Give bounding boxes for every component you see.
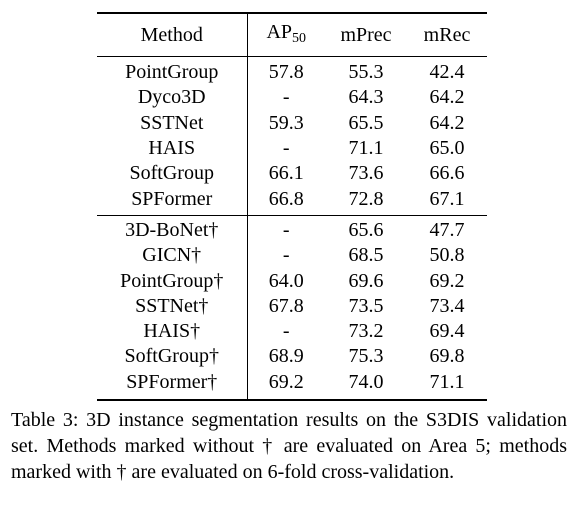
ap50-cell: 64.0 (268, 269, 304, 292)
table-row-ours: SPFormer 66.8 72.8 67.1 (97, 186, 487, 216)
table-row: PointGroup 57.8 55.3 42.4 (97, 56, 487, 86)
table-row: SSTNet 59.3 65.5 64.2 (97, 110, 487, 136)
method-cell-ours: SPFormer (97, 186, 248, 216)
results-table: Method AP50 mPrec mRec PointGroup 57.8 5… (97, 12, 487, 401)
method-cell: SSTNet (97, 110, 248, 136)
table-row: SSTNet† 67.8 73.5 73.4 (97, 293, 487, 319)
ap50-cell: 68.9 (268, 345, 304, 368)
ap50-cell: - (282, 320, 290, 343)
method-cell: SSTNet† (97, 293, 248, 319)
table-row: PointGroup† 64.0 69.6 69.2 (97, 268, 487, 294)
table-row: GICN† - 68.5 50.8 (97, 243, 487, 269)
mrec-cell: 71.1 (407, 369, 487, 401)
mprec-cell: 74.0 (325, 369, 407, 401)
method-cell: GICN† (97, 243, 248, 269)
mprec-cell: 65.6 (325, 214, 407, 244)
mrec-cell: 66.6 (429, 162, 465, 185)
ap50-cell: 67.8 (268, 294, 304, 317)
header-method: Method (97, 12, 248, 57)
method-cell: HAIS† (97, 318, 248, 345)
header-mrec: mRec (407, 12, 487, 57)
mprec-cell: 71.1 (348, 137, 384, 160)
group-area5: PointGroup 57.8 55.3 42.4 Dyco3D - 64.3 … (97, 56, 487, 216)
mprec-cell: 73.2 (348, 320, 384, 343)
mprec-cell-best: 73.6 (348, 162, 384, 185)
mrec-cell: 64.2 (429, 86, 465, 109)
ap50-cell: - (282, 137, 290, 160)
mprec-cell-best: 75.3 (348, 345, 384, 368)
table-row: HAIS - 71.1 65.0 (97, 135, 487, 162)
header-mprec: mPrec (325, 12, 407, 57)
table-row: SoftGroup 66.1 73.6 66.6 (97, 161, 487, 187)
table-row-ours: SPFormer† 69.2 74.0 71.1 (97, 369, 487, 401)
ap50-cell: - (247, 214, 325, 244)
method-cell: SoftGroup (97, 161, 248, 187)
mrec-cell-best: 73.4 (429, 294, 465, 317)
table-caption: Table 3: 3D instance segmentation result… (11, 409, 567, 483)
header-ap50: AP50 (247, 12, 325, 57)
mrec-cell: 69.2 (429, 269, 465, 292)
mrec-cell: 69.8 (429, 345, 465, 368)
table-header: Method AP50 mPrec mRec (97, 12, 487, 57)
table-row: HAIS† - 73.2 69.4 (97, 318, 487, 345)
mprec-cell: 68.5 (348, 244, 384, 267)
mrec-cell: 64.2 (429, 111, 465, 134)
header-ap50-subscript: 50 (292, 30, 307, 46)
mprec-cell: 55.3 (348, 61, 384, 84)
method-cell: PointGroup† (97, 268, 248, 294)
method-cell: PointGroup (97, 56, 248, 86)
method-cell-ours: SPFormer† (97, 369, 248, 401)
group-6fold: 3D-BoNet† - 65.6 47.7 GICN† - 68.5 50.8 … (97, 214, 487, 401)
table-row: Dyco3D - 64.3 64.2 (97, 85, 487, 111)
mprec-cell: 72.8 (348, 187, 384, 210)
mrec-cell: 69.4 (429, 320, 465, 343)
mprec-cell: 64.3 (348, 86, 384, 109)
table-row: SoftGroup† 68.9 75.3 69.8 (97, 344, 487, 370)
mrec-cell-best: 67.1 (429, 187, 465, 210)
table-row: 3D-BoNet† - 65.6 47.7 (97, 214, 487, 244)
ap50-cell-best: 69.2 (247, 369, 325, 401)
header-row: Method AP50 mPrec mRec (97, 12, 487, 57)
mrec-cell: 42.4 (429, 61, 465, 84)
method-cell: Dyco3D (97, 85, 248, 111)
mprec-cell: 65.5 (348, 111, 384, 134)
method-cell: SoftGroup† (97, 344, 248, 370)
ap50-cell: 66.1 (268, 162, 304, 185)
method-cell: HAIS (97, 135, 248, 162)
mrec-cell: 65.0 (429, 137, 465, 160)
header-ap50-main: AP (266, 20, 293, 43)
mprec-cell: 69.6 (348, 269, 384, 292)
mrec-cell: 50.8 (429, 244, 465, 267)
mprec-cell: 73.5 (348, 294, 384, 317)
ap50-cell: 57.8 (268, 61, 304, 84)
ap50-cell: 59.3 (268, 111, 304, 134)
ap50-cell-best: 66.8 (268, 187, 304, 210)
ap50-cell: - (282, 86, 290, 109)
ap50-cell: - (282, 244, 290, 267)
method-cell: 3D-BoNet† (97, 214, 248, 244)
mrec-cell: 47.7 (407, 214, 487, 244)
